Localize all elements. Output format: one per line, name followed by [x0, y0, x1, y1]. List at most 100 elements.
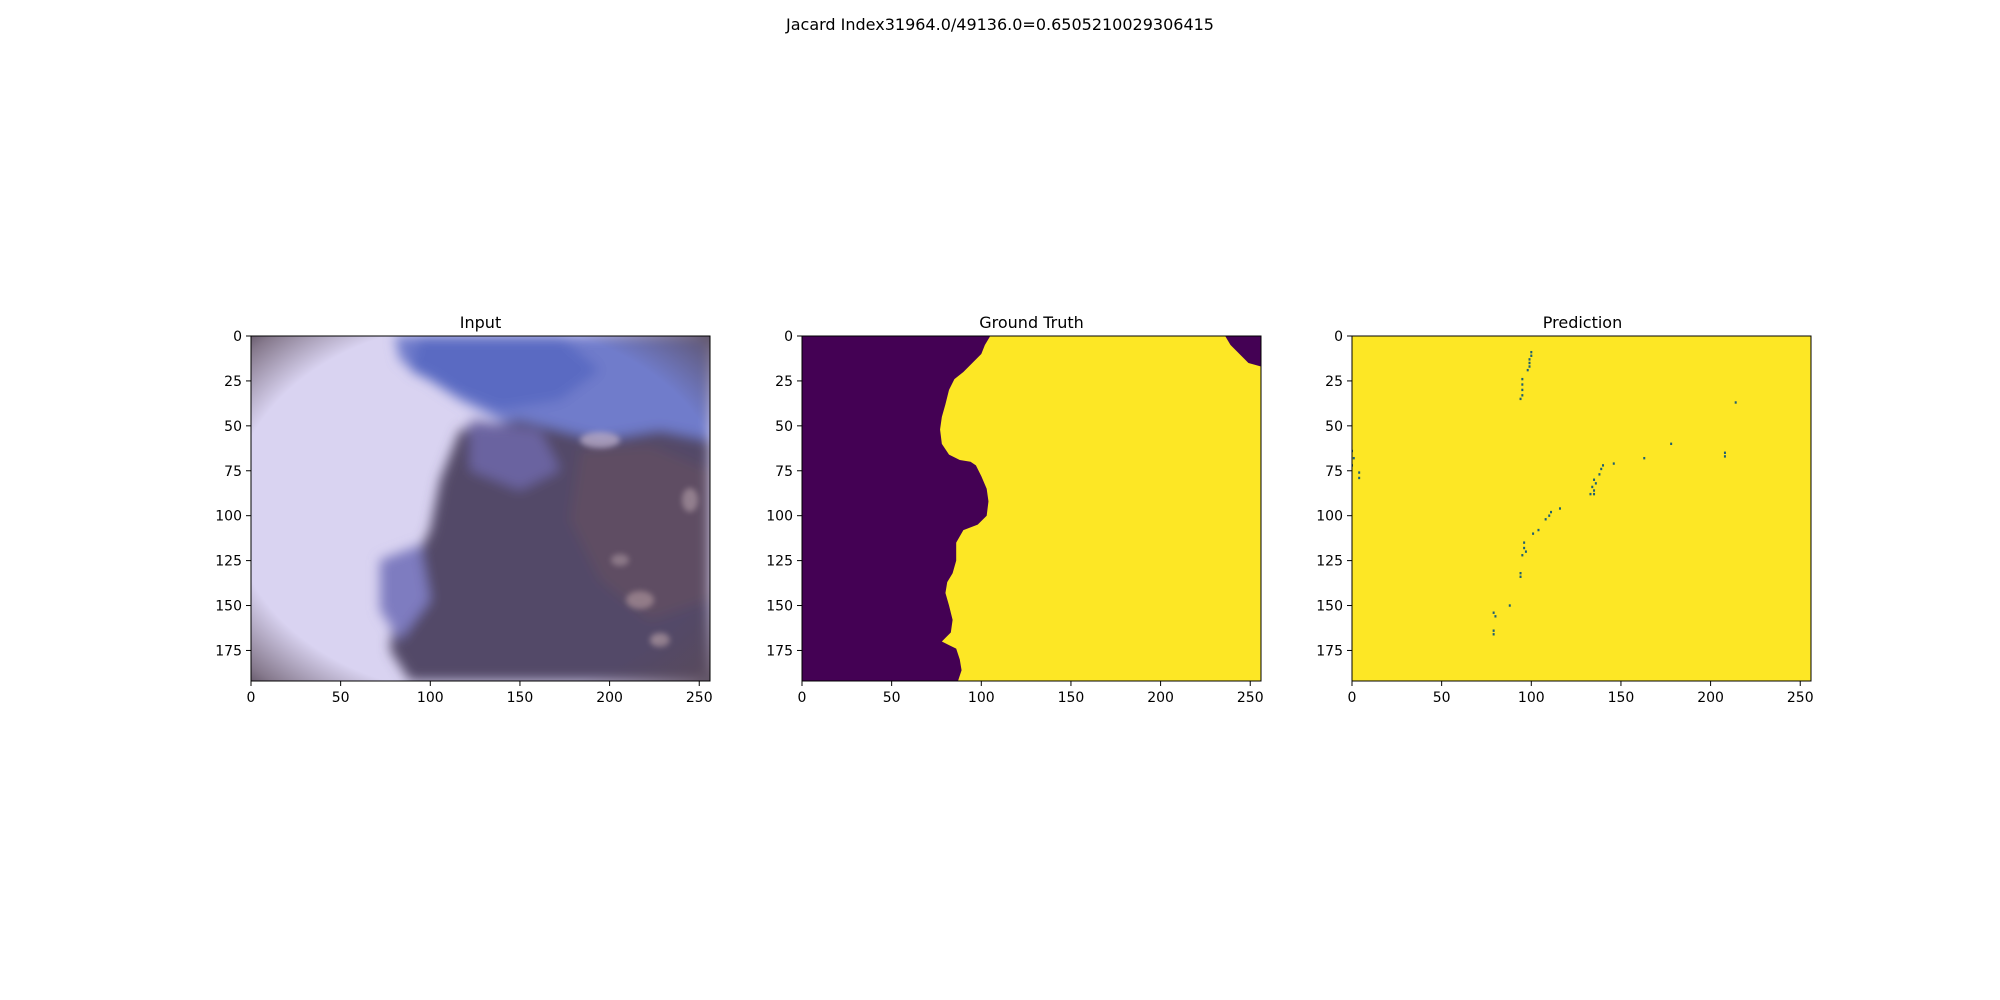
x-tick-label: 50	[883, 690, 901, 706]
x-tick-label: 250	[1237, 690, 1264, 706]
y-tick-label: 25	[775, 374, 793, 390]
x-tick-label: 0	[247, 690, 256, 706]
prediction-pixel	[1521, 554, 1524, 557]
prediction-pixel	[1530, 354, 1533, 357]
prediction-pixel	[1589, 492, 1592, 496]
y-tick-label: 100	[1316, 509, 1343, 525]
prediction-pixel	[1550, 510, 1553, 514]
prediction-pixel	[1600, 467, 1603, 471]
prediction-pixel	[1519, 575, 1522, 578]
prediction-pixel	[1523, 541, 1526, 544]
x-tick-label: 150	[1608, 690, 1635, 706]
y-tick-label: 150	[766, 599, 793, 615]
figure-title: Jacard Index31964.0/49136.0=0.6505210029…	[786, 15, 1214, 34]
prediction-pixel	[1358, 471, 1361, 474]
y-tick-label: 0	[1334, 329, 1343, 345]
x-tick-label: 100	[1518, 690, 1545, 706]
prediction-pixel	[1508, 604, 1511, 607]
prediction-pixel	[1530, 350, 1533, 354]
prediction-pixel	[1544, 518, 1547, 521]
prediction-pixel	[1612, 462, 1615, 465]
y-tick-label: 125	[1316, 554, 1343, 570]
y-tick-label: 50	[775, 419, 793, 435]
panel-title: Prediction	[1543, 313, 1622, 332]
y-tick-label: 175	[215, 643, 242, 659]
prediction-pixel	[1528, 361, 1531, 365]
x-tick-label: 50	[1433, 690, 1451, 706]
x-tick-label: 150	[507, 690, 534, 706]
mask-cutout	[1225, 336, 1261, 367]
y-tick-label: 75	[775, 464, 793, 480]
prediction-pixel	[1602, 464, 1605, 467]
y-tick-label: 50	[224, 419, 242, 435]
prediction-pixel	[1594, 482, 1597, 485]
y-tick-label: 25	[1325, 374, 1343, 390]
x-tick-label: 150	[1058, 690, 1085, 706]
prediction-pixel	[1643, 456, 1646, 460]
x-tick-label: 100	[417, 690, 444, 706]
x-tick-label: 0	[798, 690, 807, 706]
prediction-pixel	[1528, 365, 1531, 368]
prediction-pixel	[1734, 401, 1737, 404]
prediction-pixel	[1492, 611, 1495, 614]
prediction-pixel	[1670, 442, 1673, 446]
x-tick-label: 200	[596, 690, 623, 706]
panel-title: Input	[460, 313, 501, 332]
prediction-pixel	[1521, 383, 1524, 386]
prediction-pixel	[1519, 397, 1522, 401]
x-tick-label: 250	[1787, 690, 1814, 706]
prediction-pixel	[1723, 451, 1726, 454]
prediction-pixel	[1358, 476, 1361, 480]
prediction-pixel	[1598, 473, 1601, 476]
y-tick-label: 150	[215, 599, 242, 615]
prediction-pixel	[1492, 629, 1495, 632]
y-tick-label: 50	[1325, 419, 1343, 435]
prediction-pixel	[1526, 368, 1529, 372]
prediction-pixel	[1723, 455, 1726, 458]
x-tick-label: 100	[968, 690, 995, 706]
mask-background	[1352, 336, 1811, 681]
prediction-pixel	[1548, 514, 1551, 517]
y-tick-label: 25	[224, 374, 242, 390]
panel-title: Ground Truth	[979, 313, 1084, 332]
prediction-pixel	[1352, 456, 1355, 460]
y-tick-label: 125	[215, 554, 242, 570]
input-image	[251, 336, 710, 681]
x-tick-label: 200	[1147, 690, 1174, 706]
prediction-pixel	[1524, 550, 1527, 553]
prediction-pixel	[1528, 358, 1531, 361]
x-tick-label: 200	[1697, 690, 1724, 706]
prediction-pixel	[1523, 546, 1526, 550]
panel-input: Input	[215, 313, 712, 706]
x-tick-label: 250	[686, 690, 713, 706]
y-tick-label: 125	[766, 554, 793, 570]
prediction-pixel	[1521, 388, 1524, 392]
y-tick-label: 100	[766, 509, 793, 525]
prediction-pixel	[1537, 528, 1540, 532]
prediction-pixel	[1593, 478, 1596, 481]
x-tick-label: 50	[332, 690, 350, 706]
y-tick-label: 75	[224, 464, 242, 480]
panel-prediction: Prediction 0 50 100 150 200 250 0 25 50 75 100 125 1…	[1316, 313, 1813, 706]
prediction-pixel	[1492, 633, 1495, 636]
x-tick-label: 0	[1348, 690, 1357, 706]
y-tick-label: 100	[215, 509, 242, 525]
y-tick-label: 0	[233, 329, 242, 345]
prediction-pixel	[1593, 489, 1596, 492]
prediction-pixel	[1532, 532, 1535, 535]
y-tick-label: 175	[766, 643, 793, 659]
prediction-pixel	[1593, 492, 1596, 496]
y-tick-label: 175	[1316, 643, 1343, 659]
y-tick-label: 75	[1325, 464, 1343, 480]
y-tick-label: 0	[784, 329, 793, 345]
prediction-pixel	[1519, 571, 1522, 575]
prediction-pixel	[1494, 615, 1497, 618]
y-tick-label: 150	[1316, 599, 1343, 615]
mask-foreground	[940, 336, 1261, 681]
prediction-pixel	[1521, 394, 1524, 397]
prediction-pixel	[1558, 507, 1561, 510]
panel-ground-truth: Ground Truth 0 50 100 150 200 250 0 25 50 75 100 12…	[766, 313, 1263, 706]
prediction-pixel	[1591, 485, 1594, 489]
prediction-pixel	[1521, 377, 1524, 381]
